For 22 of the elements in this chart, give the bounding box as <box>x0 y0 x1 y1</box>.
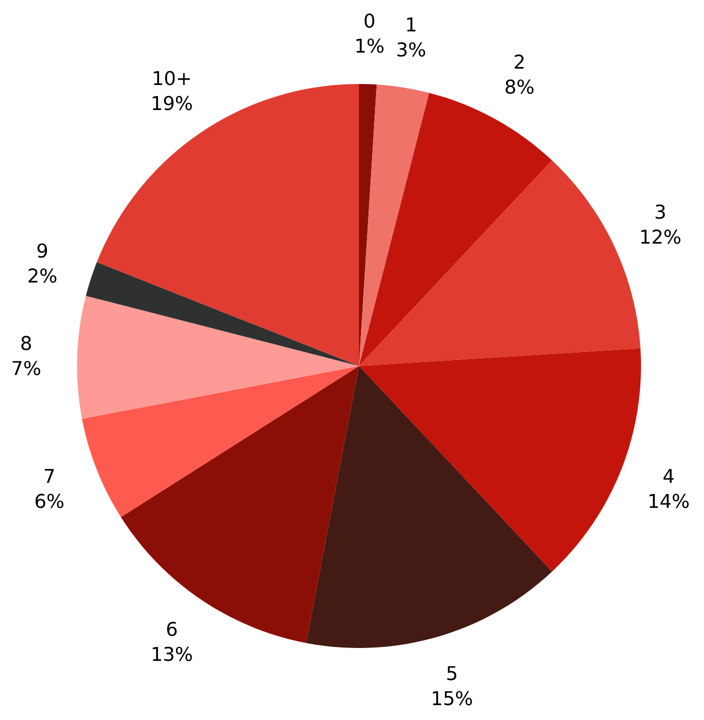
data-label: 8% <box>506 80 534 94</box>
slice-label: 7 <box>44 469 54 483</box>
data-label: 14% <box>650 494 689 508</box>
data-label: 13% <box>152 646 192 662</box>
slice-label: 6 <box>167 622 177 636</box>
slice-label: 4 <box>664 469 674 483</box>
slice-label: 10+ <box>154 70 190 86</box>
data-label: 2% <box>28 268 56 283</box>
data-label: 1% <box>356 38 384 53</box>
data-label: 7% <box>12 360 40 376</box>
slice-label: 2 <box>514 54 524 69</box>
slice-label: 8 <box>21 336 31 350</box>
slice-label: 1 <box>407 18 416 32</box>
data-label: 15% <box>432 690 472 706</box>
slice-label: 9 <box>37 243 47 258</box>
data-label: 12% <box>641 230 680 244</box>
data-label: 19% <box>152 96 192 110</box>
slice-label: 0 <box>364 13 374 28</box>
slice-label: 3 <box>656 204 665 219</box>
data-label: 3% <box>397 42 426 57</box>
slice-label: 5 <box>447 666 456 680</box>
data-label: 6% <box>36 494 64 508</box>
